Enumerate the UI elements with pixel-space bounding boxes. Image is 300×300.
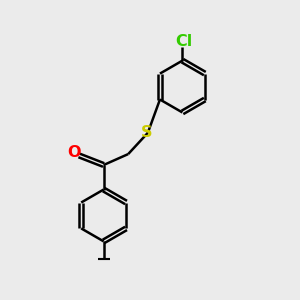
Text: Cl: Cl: [175, 34, 192, 49]
Text: O: O: [68, 145, 81, 160]
Text: S: S: [141, 125, 152, 140]
